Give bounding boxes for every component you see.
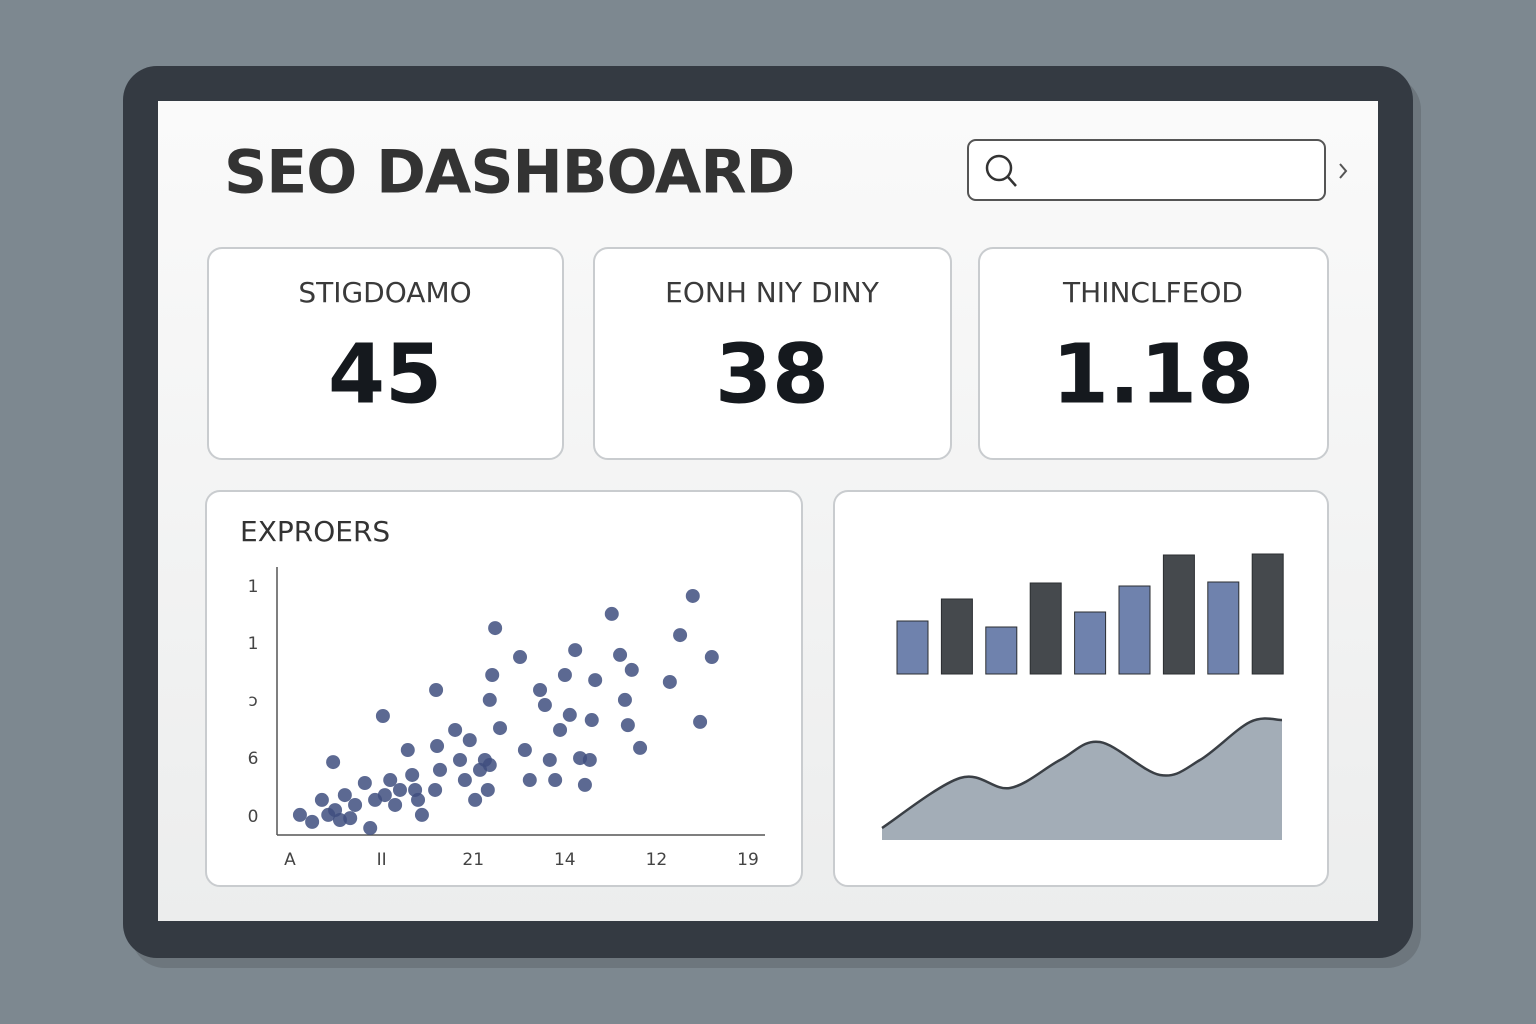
bar [1162,554,1195,675]
y-tick-label: ↄ [248,691,257,711]
point [480,782,495,797]
bar [985,626,1018,675]
search-box[interactable] [967,139,1326,201]
point [517,743,532,758]
point [704,650,719,665]
point [414,807,429,822]
point [624,662,639,677]
point [513,650,528,665]
point [568,643,583,658]
page-title: SEO DASHBOARD [224,138,794,208]
point [584,713,599,728]
point [377,788,392,803]
point [392,782,407,797]
point [673,628,688,643]
area-line [881,717,1283,830]
point [383,773,398,788]
point [468,792,483,807]
point [604,606,619,621]
point [548,773,563,788]
area [882,718,1282,840]
point [428,782,443,797]
point [432,762,447,777]
point [557,668,572,683]
point [588,673,603,688]
point [582,752,597,767]
point [577,777,592,792]
card [207,247,564,460]
point [314,792,329,807]
point [357,776,372,791]
y-tick-label: 6 [248,749,259,769]
point [482,692,497,707]
bar [1074,611,1107,675]
point [363,821,378,836]
x-tick-label: 12 [646,850,668,870]
point [633,740,648,755]
point [620,718,635,733]
bar [1118,585,1151,675]
bar [1207,581,1240,675]
point [493,721,508,736]
point [343,811,358,826]
point [429,683,444,698]
bar [1029,582,1062,675]
point [613,647,628,662]
x-tick-label: 21 [462,850,484,870]
bar [940,598,973,675]
x-tick-label: 19 [737,850,759,870]
card [978,247,1329,460]
point [348,797,363,812]
point [400,743,415,758]
search-icon-handle [1007,176,1017,187]
point [405,767,420,782]
point [488,621,503,636]
bar [1251,553,1284,675]
point [617,692,632,707]
x-tick-label: A [284,850,296,870]
point [375,709,390,724]
point [457,773,472,788]
card-value: 38 [715,327,829,422]
y-tick-label: 1 [248,577,259,597]
point [337,788,352,803]
card-label: STIGDOAMO [298,276,471,309]
point [453,752,467,767]
cards [207,247,1329,460]
point [693,714,708,729]
scatter-panel [205,490,803,887]
y-tick-label: 0 [248,807,259,827]
point [542,752,557,767]
x-tick-label: 14 [554,850,576,870]
y-tick-label: 1 [248,634,259,654]
chevron[interactable] [1339,163,1348,179]
x-tick-label: II [377,850,387,870]
point [662,674,677,689]
point [485,668,500,683]
card-value: 45 [328,327,442,422]
point [292,807,307,822]
card-label: THINCLFEOD [1062,276,1243,309]
point [553,722,568,737]
card-value: 1.18 [1052,327,1254,422]
point [448,722,463,737]
point [430,739,445,754]
point [685,588,700,603]
point [522,773,537,788]
point [562,707,577,722]
card-label: EONH NIY DINY [665,276,880,309]
bar [896,620,929,675]
point [537,698,552,713]
chart-title: EXPROERS [240,515,390,548]
point [326,755,341,770]
point [305,814,320,829]
point [388,797,403,812]
point [462,733,477,748]
point [482,758,497,773]
point [408,782,423,797]
search-icon [985,154,1013,182]
point [533,683,548,698]
card [593,247,952,460]
